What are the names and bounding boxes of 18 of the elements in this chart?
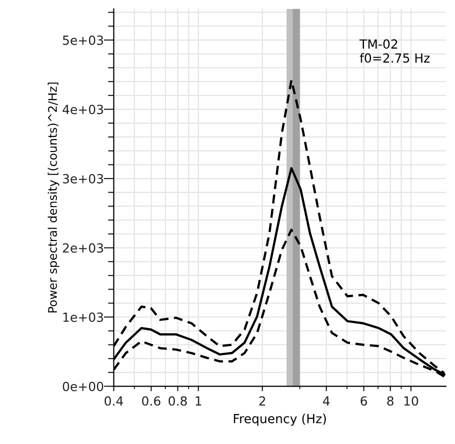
x-tick-label: 0.6	[142, 396, 160, 406]
x-axis-title: Frequency (Hz)	[234, 414, 326, 426]
y-tick-label: 3e+03	[62, 174, 104, 184]
x-tick-label: 8	[387, 396, 394, 406]
y-tick-label: 0e+00	[62, 382, 104, 392]
y-tick-label: 2e+03	[62, 243, 104, 253]
y-axis-title: Power spectral density [(counts)^2/Hz]	[48, 82, 60, 312]
x-tick-label: 2	[259, 396, 266, 406]
x-tick-label: 0.4	[104, 396, 123, 406]
y-tick-label: 1e+03	[63, 312, 104, 322]
y-tick-label: 4e+03	[62, 104, 104, 114]
annotation: TM-02 f0=2.75 Hz	[360, 39, 430, 63]
x-tick-label: 0.8	[168, 396, 187, 406]
x-tick-label: 10	[404, 396, 418, 406]
x-tick-label: 6	[360, 396, 367, 406]
y-tick-label: 5e+03	[62, 36, 104, 45]
x-tick-label: 4	[322, 396, 330, 406]
x-tick-label: 1	[196, 396, 202, 406]
